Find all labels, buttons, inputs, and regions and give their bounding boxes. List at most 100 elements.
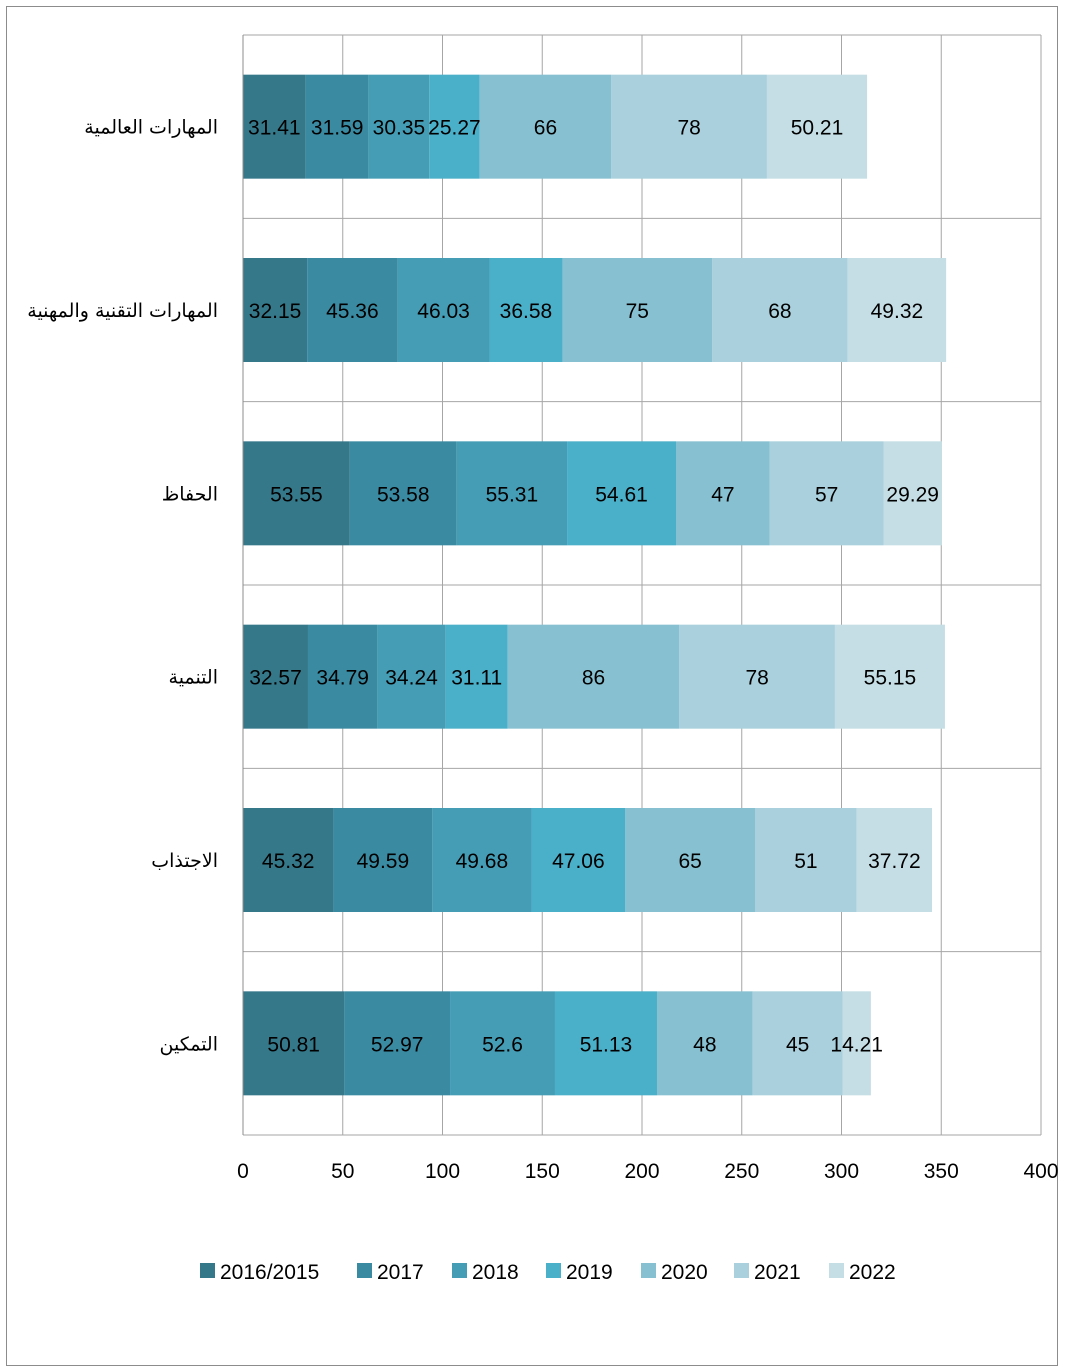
bar-segment — [450, 991, 555, 1096]
bar-segment — [712, 258, 848, 362]
data-label: 51 — [794, 850, 817, 873]
data-label: 45.32 — [262, 850, 315, 873]
legend-label: 2016/2015 — [220, 1261, 319, 1284]
bar-segment — [429, 74, 480, 179]
legend-swatch — [734, 1263, 749, 1278]
data-label: 49.68 — [456, 850, 509, 873]
x-tick-label: 100 — [425, 1160, 460, 1183]
bar-segment — [567, 441, 677, 546]
bar-segment — [611, 74, 767, 179]
bar-segment — [531, 808, 626, 912]
bar-segment — [766, 74, 868, 179]
bar-segment — [562, 258, 713, 362]
category-label: التنمية — [169, 667, 218, 689]
data-label: 66 — [534, 117, 557, 140]
bar-segment — [307, 258, 398, 362]
bars: 31.41 31.59 30.35 25.27 66 78 50.21 32.15 45.36 4… — [243, 74, 947, 1096]
legend-label: 2018 — [472, 1261, 519, 1284]
x-tick-label: 0 — [237, 1160, 249, 1183]
gridlines — [242, 34, 1042, 1136]
x-tick-label: 300 — [824, 1160, 859, 1183]
bar-segment — [243, 808, 334, 912]
data-label: 48 — [693, 1033, 716, 1056]
data-label: 50.21 — [791, 117, 844, 140]
bar-segment — [307, 624, 378, 729]
data-label: 49.32 — [871, 300, 924, 323]
data-label: 25.27 — [428, 117, 481, 140]
bar-segment — [656, 991, 753, 1096]
bar-segment — [752, 991, 843, 1096]
x-tick-label: 250 — [724, 1160, 759, 1183]
bar-segment — [243, 624, 308, 729]
data-label: 45.36 — [326, 300, 379, 323]
data-label: 34.24 — [385, 667, 438, 690]
bar-segment — [479, 74, 612, 179]
category-label: المهارات العالمية — [84, 117, 218, 139]
bar-segment — [625, 808, 756, 912]
bar-segment — [489, 258, 563, 362]
data-label: 49.59 — [357, 850, 410, 873]
bar-segment — [456, 441, 568, 546]
legend-label: 2019 — [566, 1261, 613, 1284]
bar-segment — [676, 441, 770, 546]
legend-swatch — [641, 1263, 656, 1278]
data-label: 65 — [678, 850, 701, 873]
data-label: 57 — [815, 483, 838, 506]
x-tick-label: 400 — [1023, 1160, 1058, 1183]
bar-segment — [368, 74, 430, 179]
bar-segment — [333, 808, 433, 912]
legend: 2016/2015 2017 2018 2019 2020 2021 2022 — [200, 1261, 896, 1284]
data-label: 32.57 — [249, 667, 302, 690]
bar-segment — [755, 808, 857, 912]
data-label: 37.72 — [868, 850, 921, 873]
legend-label: 2020 — [661, 1261, 708, 1284]
bar-segment — [377, 624, 446, 729]
data-label: 51.13 — [580, 1033, 633, 1056]
data-label: 45 — [786, 1033, 809, 1056]
data-label: 54.61 — [595, 483, 648, 506]
data-label: 52.6 — [482, 1033, 523, 1056]
data-label: 52.97 — [371, 1033, 424, 1056]
data-label: 47.06 — [552, 850, 605, 873]
data-label: 78 — [745, 667, 768, 690]
legend-label: 2021 — [754, 1261, 801, 1284]
data-label: 34.79 — [316, 667, 369, 690]
bar-segment — [769, 441, 884, 546]
x-tick-label: 150 — [525, 1160, 560, 1183]
data-label: 78 — [677, 117, 700, 140]
bar-segment — [856, 808, 933, 912]
data-label: 14.21 — [830, 1033, 883, 1056]
data-label: 47 — [711, 483, 734, 506]
legend-swatch — [546, 1263, 561, 1278]
x-tick-label: 50 — [331, 1160, 354, 1183]
x-tick-label: 200 — [624, 1160, 659, 1183]
data-label: 31.59 — [311, 117, 364, 140]
data-label: 75 — [626, 300, 649, 323]
data-label: 46.03 — [417, 300, 470, 323]
data-label: 30.35 — [373, 117, 426, 140]
data-label: 68 — [768, 300, 791, 323]
data-label: 29.29 — [886, 483, 939, 506]
x-tick-label: 350 — [924, 1160, 959, 1183]
bar-segment — [834, 624, 945, 729]
data-label: 53.58 — [377, 483, 430, 506]
bar-segment — [243, 441, 350, 546]
data-label: 32.15 — [249, 300, 302, 323]
data-label: 55.15 — [864, 667, 917, 690]
legend-swatch — [452, 1263, 467, 1278]
category-label: التمكين — [160, 1033, 218, 1055]
bar-segment — [507, 624, 680, 729]
bar-segment — [883, 441, 942, 546]
bar-segment — [445, 624, 508, 729]
legend-label: 2017 — [377, 1261, 424, 1284]
bar-segment — [847, 258, 947, 362]
data-label: 55.31 — [486, 483, 539, 506]
bar-segment — [432, 808, 532, 912]
bar-segment — [344, 991, 451, 1096]
axes: 0 50 100 150 200 250 300 350 400 المهارات العالمي… — [27, 35, 1059, 1183]
category-label: الاجتذاب — [151, 850, 218, 872]
data-label: 86 — [582, 667, 605, 690]
legend-swatch — [200, 1263, 215, 1278]
category-label: المهارات التقنية والمهنية — [27, 300, 218, 322]
